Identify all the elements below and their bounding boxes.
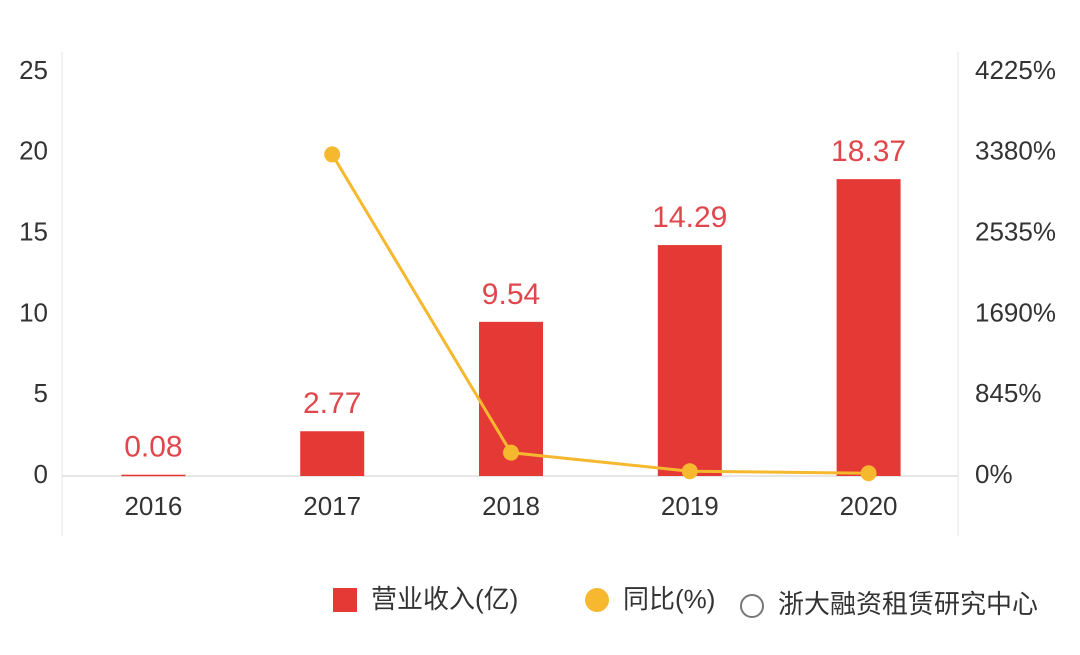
- line-point: [324, 146, 341, 163]
- value-label: 14.29: [652, 201, 727, 234]
- line-point: [860, 465, 877, 482]
- y-tick-label: 20: [19, 136, 48, 166]
- legend-swatch: [585, 588, 609, 612]
- x-tick-label: 2017: [303, 491, 361, 521]
- y-tick-label: 5: [34, 378, 48, 408]
- value-label: 2.77: [303, 387, 361, 420]
- y2-tick-label: 1690%: [975, 297, 1056, 327]
- value-label: 0.08: [124, 431, 182, 464]
- bar: [121, 474, 186, 477]
- line-point: [503, 444, 519, 461]
- value-label: 18.37: [831, 135, 906, 168]
- y2-tick-label: 845%: [975, 378, 1042, 408]
- y-tick-label: 15: [19, 216, 48, 246]
- line-point: [681, 463, 698, 480]
- value-label: 9.54: [482, 278, 540, 311]
- y-tick-label: 10: [19, 297, 48, 327]
- line: [330, 153, 869, 475]
- bar: [657, 245, 722, 476]
- y-tick-label: 0: [34, 459, 48, 489]
- x-tick-label: 2020: [840, 491, 898, 521]
- x-tick-label: 2018: [482, 491, 540, 521]
- y2-tick-label: 4225%: [975, 55, 1056, 85]
- y2-tick-label: 2535%: [975, 216, 1056, 246]
- watermark: 浙大融资租赁研究中心: [778, 589, 1038, 619]
- y2-tick-label: 3380%: [975, 136, 1056, 166]
- bar: [836, 179, 901, 476]
- bar: [300, 431, 365, 476]
- legend-label: 同比(%): [623, 584, 715, 614]
- x-tick-label: 2019: [661, 491, 719, 521]
- y2-tick-label: 0%: [975, 459, 1013, 489]
- y-tick-label: 25: [19, 55, 48, 85]
- x-tick-label: 2016: [124, 491, 182, 521]
- watermark-icon: [740, 594, 764, 618]
- legend-swatch: [333, 588, 357, 612]
- legend-label: 营业收入(亿): [371, 584, 518, 614]
